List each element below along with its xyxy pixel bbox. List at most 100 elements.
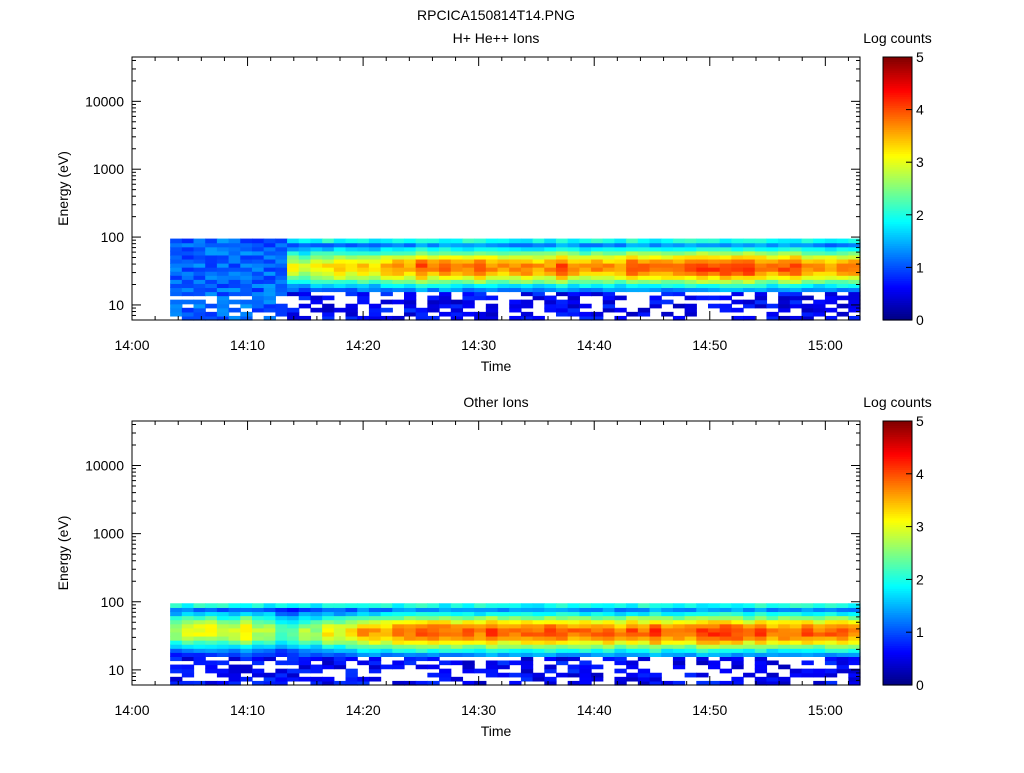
heatmap-cell xyxy=(263,603,276,608)
colorbar-segment xyxy=(883,676,912,679)
heatmap-cell xyxy=(696,242,709,248)
heatmap-cell xyxy=(427,672,440,678)
heatmap-cell xyxy=(567,271,580,276)
heatmap-cell xyxy=(544,640,557,645)
heatmap-cell xyxy=(626,603,639,608)
heatmap-cell xyxy=(251,303,265,309)
heatmap-cell xyxy=(392,246,405,252)
heatmap-cell xyxy=(345,615,358,621)
heatmap-cell xyxy=(801,246,814,252)
heatmap-cell xyxy=(661,311,674,317)
heatmap-cell xyxy=(672,640,686,645)
heatmap-cell xyxy=(778,303,791,309)
heatmap-cell xyxy=(754,627,768,633)
heatmap-cell xyxy=(754,263,768,268)
heatmap-cell xyxy=(181,648,195,653)
heatmap-cell xyxy=(415,648,428,653)
heatmap-cell xyxy=(509,315,522,321)
heatmap-cell xyxy=(520,672,534,678)
heatmap-cell xyxy=(345,656,358,662)
heatmap-cell xyxy=(520,676,534,682)
heatmap-cell xyxy=(415,275,428,280)
heatmap-cell xyxy=(427,656,440,662)
heatmap-cell xyxy=(205,640,218,645)
heatmap-cell xyxy=(298,275,312,280)
heatmap-cell xyxy=(766,652,779,657)
colorbar-segment xyxy=(883,638,912,642)
heatmap-cell xyxy=(240,271,253,276)
heatmap-cell xyxy=(579,615,592,621)
heatmap-cell xyxy=(228,672,241,678)
heatmap-cell xyxy=(287,631,300,637)
heatmap-cell xyxy=(333,607,347,613)
heatmap-cell xyxy=(743,652,756,657)
heatmap-cell xyxy=(637,611,651,617)
heatmap-cell xyxy=(368,603,382,608)
heatmap-cell xyxy=(170,291,183,297)
heatmap-cell xyxy=(778,254,791,260)
colorbar-segment xyxy=(883,599,912,602)
heatmap-cell xyxy=(368,271,382,276)
heatmap-cell xyxy=(345,652,358,657)
heatmap-cell xyxy=(228,644,241,649)
heatmap-cell xyxy=(614,307,627,313)
heatmap-cell xyxy=(193,660,206,666)
heatmap-cell xyxy=(789,254,803,260)
heatmap-cell xyxy=(813,299,826,305)
colorbar-segment xyxy=(883,504,912,508)
heatmap-cell xyxy=(310,615,323,621)
heatmap-cell xyxy=(275,631,288,637)
heatmap-cell xyxy=(509,672,522,678)
colorbar-segment xyxy=(883,83,912,87)
heatmap-cell xyxy=(532,619,545,625)
heatmap-cell xyxy=(731,299,744,305)
heatmap-cell xyxy=(813,680,826,686)
heatmap-cell xyxy=(836,607,849,613)
heatmap-cell xyxy=(813,611,826,617)
heatmap-cell xyxy=(778,291,791,297)
heatmap-cell xyxy=(544,668,557,674)
heatmap-cell xyxy=(205,615,218,621)
heatmap-cell xyxy=(310,283,323,289)
heatmap-cell xyxy=(824,672,838,678)
heatmap-cell xyxy=(380,279,393,284)
heatmap-cell xyxy=(824,275,838,280)
heatmap-cell xyxy=(462,295,475,301)
heatmap-cell xyxy=(170,635,183,641)
heatmap-cell xyxy=(766,258,779,264)
heatmap-cell xyxy=(801,242,814,248)
heatmap-cell xyxy=(567,287,580,293)
heatmap-cell xyxy=(310,644,323,649)
heatmap-cell xyxy=(743,250,756,256)
heatmap-cell xyxy=(462,607,475,613)
heatmap-cell xyxy=(439,303,452,309)
heatmap-cell xyxy=(708,283,721,289)
heatmap-cell xyxy=(403,603,417,608)
heatmap-cell xyxy=(275,611,288,617)
heatmap-cell xyxy=(263,271,276,276)
heatmap-cell xyxy=(602,258,616,264)
heatmap-cell xyxy=(240,607,253,613)
heatmap-cell xyxy=(333,283,347,289)
colorbar-segment xyxy=(883,103,912,106)
heatmap-cell xyxy=(228,664,241,670)
heatmap-cell xyxy=(567,238,580,244)
colorbar-segment xyxy=(883,601,912,605)
heatmap-cell xyxy=(544,680,557,686)
heatmap-cell xyxy=(216,287,230,293)
heatmap-cell xyxy=(567,303,580,309)
heatmap-cell xyxy=(509,242,522,248)
heatmap-cell xyxy=(789,275,803,280)
heatmap-cell xyxy=(392,623,405,629)
colorbar-segment xyxy=(883,425,912,429)
heatmap-cell xyxy=(368,246,382,252)
heatmap-cell xyxy=(322,619,335,625)
heatmap-cell xyxy=(439,668,452,674)
heatmap-cell xyxy=(789,250,803,256)
heatmap-cell xyxy=(801,672,814,678)
heatmap-cell xyxy=(216,623,230,629)
heatmap-cell xyxy=(450,238,464,244)
heatmap-cell xyxy=(275,607,288,613)
heatmap-cell xyxy=(848,623,861,629)
colorbar-segment xyxy=(883,129,912,133)
